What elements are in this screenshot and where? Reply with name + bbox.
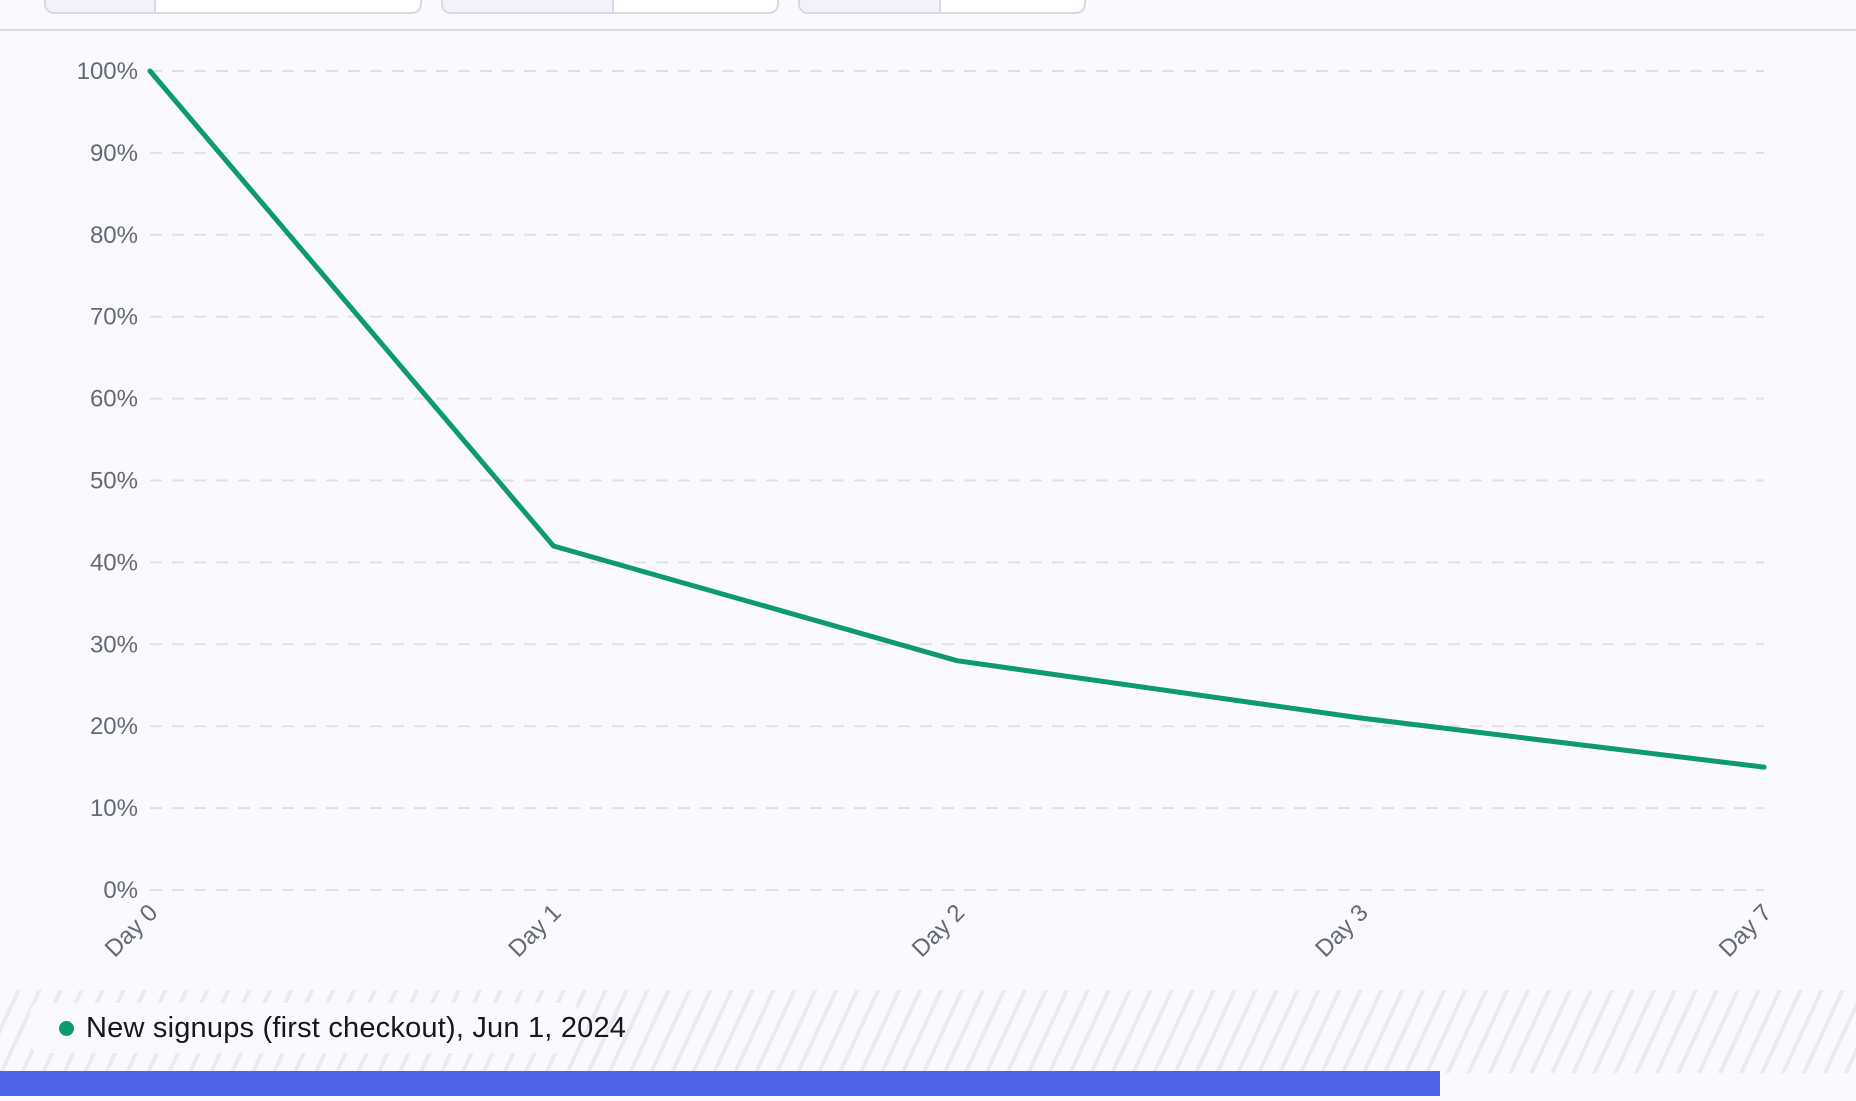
filter-control-2-label-segment [443, 0, 614, 12]
legend-series-label: New signups (first checkout), Jun 1, 202… [86, 1011, 627, 1044]
y-tick-label: 70% [90, 304, 138, 331]
x-tick-label: Day 0 [100, 899, 163, 962]
x-tick-label: Day 7 [1714, 899, 1777, 962]
chart-legend[interactable]: New signups (first checkout), Jun 1, 202… [30, 1003, 626, 1053]
y-tick-label: 90% [90, 140, 138, 167]
y-tick-label: 50% [90, 468, 138, 495]
filter-control-1[interactable] [44, 0, 422, 14]
y-tick-label: 0% [103, 877, 138, 904]
x-tick-label: Day 2 [907, 899, 970, 962]
filter-control-1-label-segment [46, 0, 156, 12]
y-tick-label: 10% [90, 795, 138, 822]
legend-series-dot-icon [59, 1020, 74, 1036]
horizontal-scrollbar-thumb[interactable] [0, 1071, 1440, 1096]
filter-control-3[interactable] [798, 0, 1086, 14]
y-tick-label: 60% [90, 386, 138, 413]
y-tick-label: 100% [77, 58, 138, 85]
y-tick-label: 40% [90, 549, 138, 576]
y-tick-label: 20% [90, 713, 138, 740]
x-tick-label: Day 1 [503, 899, 566, 962]
y-tick-label: 80% [90, 222, 138, 249]
y-tick-label: 30% [90, 631, 138, 658]
filter-control-3-label-segment [800, 0, 941, 12]
top-divider [0, 29, 1856, 31]
filter-control-2[interactable] [441, 0, 779, 14]
retention-line [147, 68, 1767, 770]
x-tick-label: Day 3 [1310, 899, 1373, 962]
